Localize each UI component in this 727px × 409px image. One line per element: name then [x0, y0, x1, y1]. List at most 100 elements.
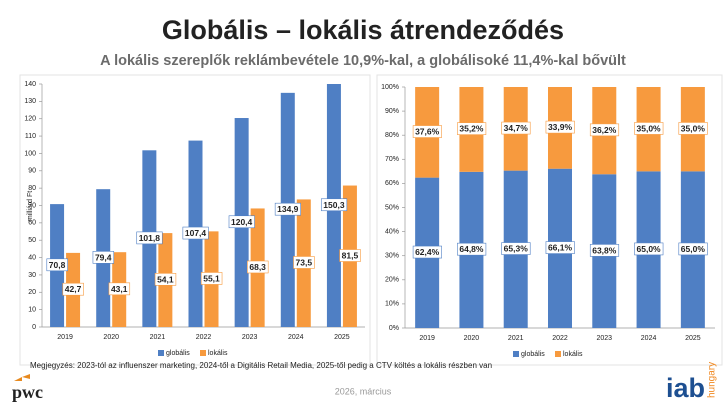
y-tick-label: 100: [24, 150, 36, 157]
value-label: 34,7%: [504, 123, 529, 133]
y-tick-label: 110: [25, 133, 36, 140]
y-tick-label: 90: [28, 168, 36, 175]
value-label: 150,3: [323, 200, 345, 210]
y-tick-label: 50%: [385, 204, 399, 211]
y-tick-label: 100%: [381, 84, 399, 91]
value-label: 35,2%: [459, 124, 484, 134]
y-tick-label: 10%: [385, 301, 399, 308]
title: Globális – lokális átrendeződés: [162, 15, 564, 45]
legend-swatch: [513, 351, 519, 357]
legend-label: globális: [521, 351, 545, 358]
x-tick-label: 2025: [334, 334, 350, 341]
value-label-box: [501, 242, 531, 255]
value-label: 68,3: [249, 262, 266, 272]
y-tick-label: 120: [24, 116, 36, 123]
legend-label: lokális: [563, 351, 583, 358]
legend-swatch: [158, 350, 164, 356]
y-tick-label: 40%: [385, 228, 399, 235]
subtitle: A lokális szereplők reklámbevétele 10,9%…: [100, 53, 626, 69]
y-tick-label: 50: [28, 237, 36, 244]
x-tick-label: 2020: [103, 334, 119, 341]
y-tick-label: 80: [28, 185, 36, 192]
pwc-mark: [14, 374, 30, 381]
value-label-box: [501, 121, 531, 135]
value-label-box: [457, 122, 487, 135]
y-tick-label: 40: [28, 254, 36, 261]
x-tick-label: 2021: [150, 334, 166, 341]
value-label-box: [678, 242, 708, 256]
value-label: 54,1: [157, 274, 174, 284]
value-label: 101,8: [139, 233, 161, 243]
value-label-box: [320, 198, 348, 212]
logo-right-sub: hungary: [707, 362, 718, 398]
y-tick-label: 30: [28, 272, 36, 279]
value-label-box: [589, 244, 620, 257]
y-tick-label: 70: [28, 202, 36, 209]
x-tick-label: 2019: [419, 335, 435, 342]
value-label: 81,5: [342, 251, 359, 261]
legend-swatch: [555, 351, 561, 357]
y-axis-label: milliárd Ft: [27, 191, 34, 221]
value-label: 65,3%: [504, 244, 529, 254]
value-label: 37,6%: [415, 127, 440, 137]
value-label-box: [92, 251, 115, 264]
y-tick-label: 20%: [385, 277, 399, 284]
date: 2026, március: [335, 386, 392, 396]
value-label-box: [46, 258, 68, 272]
y-tick-label: 70%: [385, 156, 399, 163]
x-tick-label: 2021: [508, 335, 524, 342]
value-label: 66,1%: [548, 243, 573, 253]
value-label-box: [339, 249, 361, 262]
y-tick-label: 130: [24, 98, 36, 105]
value-label: 62,4%: [415, 247, 440, 257]
value-label-box: [412, 245, 442, 259]
value-label-box: [108, 282, 131, 296]
value-label: 36,2%: [592, 125, 617, 135]
x-tick-label: 2019: [57, 334, 73, 341]
x-tick-label: 2022: [552, 335, 568, 342]
logo-left: pwc: [12, 382, 43, 402]
note: Megjegyzés: 2023-tól az influenszer mark…: [30, 361, 492, 370]
value-label-box: [247, 260, 269, 274]
legend-label: lokális: [208, 350, 228, 357]
value-label-box: [62, 282, 84, 296]
legend-swatch: [200, 350, 206, 356]
chart-frame: [376, 74, 723, 366]
value-label: 63,8%: [592, 245, 617, 255]
x-tick-label: 2020: [464, 335, 480, 342]
x-tick-label: 2024: [288, 334, 304, 341]
value-label: 55,1: [203, 273, 220, 283]
value-label-box: [154, 272, 177, 286]
y-tick-label: 80%: [385, 132, 399, 139]
value-label-box: [545, 120, 575, 134]
value-label-box: [678, 122, 708, 135]
value-label: 64,8%: [459, 244, 484, 254]
value-label-box: [228, 215, 255, 229]
value-label: 73,5: [296, 257, 313, 267]
y-tick-label: 60%: [385, 180, 399, 187]
value-label: 107,4: [185, 228, 207, 238]
value-label-box: [274, 202, 301, 216]
value-label-box: [200, 272, 223, 285]
value-label-box: [634, 242, 664, 256]
y-tick-label: 20: [28, 289, 36, 296]
y-tick-label: 140: [24, 81, 36, 88]
value-label: 70,8: [49, 260, 66, 270]
y-tick-label: 90%: [385, 108, 399, 115]
value-label: 65,0%: [637, 244, 662, 254]
x-tick-label: 2023: [596, 335, 612, 342]
value-label: 35,0%: [681, 123, 706, 133]
value-label: 43,1: [111, 284, 128, 294]
value-label: 120,4: [231, 217, 253, 227]
legend-label: globális: [166, 350, 190, 357]
y-tick-label: 30%: [385, 253, 399, 260]
value-label: 42,7: [65, 284, 82, 294]
value-label: 35,0%: [637, 123, 662, 133]
value-label-box: [293, 256, 315, 269]
value-label-box: [634, 122, 664, 135]
value-label: 79,4: [95, 252, 112, 262]
value-label: 134,9: [277, 204, 299, 214]
value-label: 33,9%: [548, 122, 573, 132]
bar: [326, 84, 341, 327]
